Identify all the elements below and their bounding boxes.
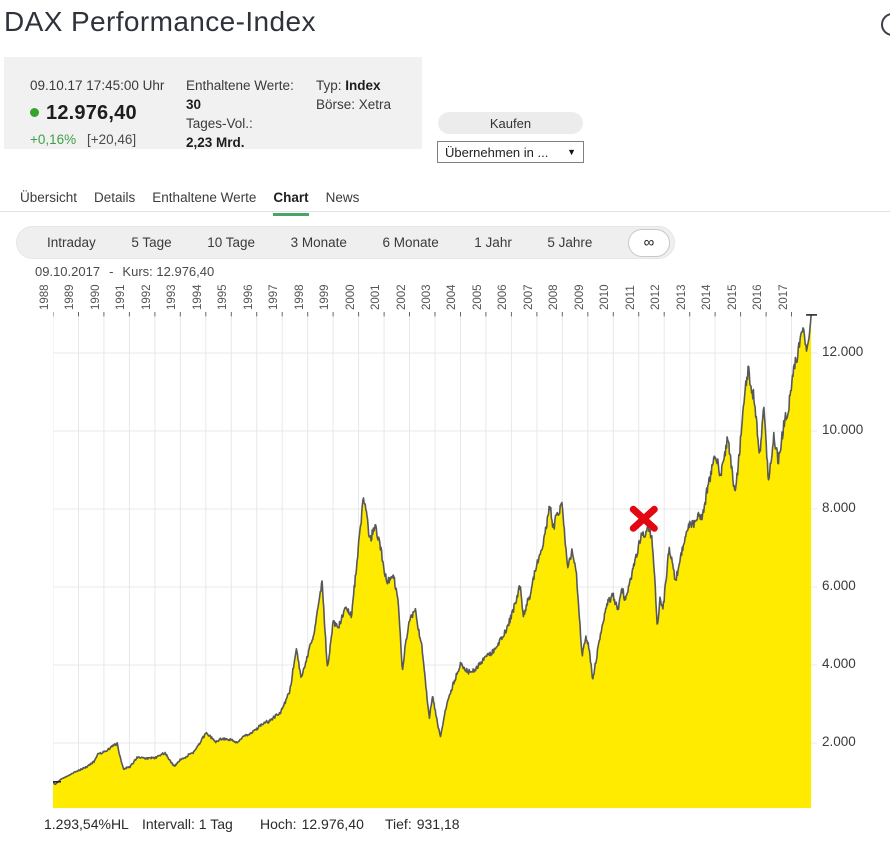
chart-hl-percent: 1.293,54%HL bbox=[44, 816, 129, 832]
high-label: Hoch: bbox=[260, 816, 297, 832]
kurs-value: 12.976,40 bbox=[156, 264, 215, 279]
quote-meta-column: Typ: Index Börse: Xetra bbox=[316, 77, 391, 115]
trend-dot-icon bbox=[30, 108, 39, 118]
range-3-monate[interactable]: 3 Monate bbox=[290, 235, 347, 250]
chart-date: 09.10.2017 bbox=[35, 264, 101, 279]
x-axis-label: 1993 bbox=[166, 284, 178, 310]
red-x-marker bbox=[629, 505, 658, 532]
x-axis-label: 2016 bbox=[752, 284, 764, 310]
x-axis-label: 2013 bbox=[676, 284, 688, 310]
x-axis-label: 1996 bbox=[243, 284, 255, 310]
x-axis-label: 1992 bbox=[141, 284, 153, 310]
y-axis-label: 2.000 bbox=[822, 734, 856, 749]
x-axis-label: 1999 bbox=[319, 284, 331, 310]
transfer-dropdown-label: Übernehmen in ... bbox=[445, 144, 549, 160]
x-axis-label: 1997 bbox=[268, 284, 280, 310]
x-axis-label: 1990 bbox=[90, 284, 102, 310]
tab-news[interactable]: News bbox=[325, 190, 360, 205]
x-axis-label: 2002 bbox=[396, 284, 408, 310]
x-axis-label: 2014 bbox=[701, 284, 713, 310]
tabs-divider bbox=[0, 211, 890, 212]
included-values: 30 bbox=[186, 96, 202, 112]
quote-timestamp: 09.10.17 17:45:00 Uhr bbox=[30, 78, 165, 93]
change-absolute: [+20,46] bbox=[86, 131, 137, 147]
price-line bbox=[53, 314, 812, 786]
transfer-dropdown[interactable]: Übernehmen in ... ▼ bbox=[437, 141, 584, 163]
x-axis-label: 2012 bbox=[650, 284, 662, 310]
quote-main-column: 09.10.17 17:45:00 Uhr 12.976,40 +0,16% [… bbox=[30, 77, 164, 150]
tab-bersicht[interactable]: Übersicht bbox=[20, 190, 78, 205]
chart-low: Tief: 931,18 bbox=[385, 816, 460, 832]
buy-button[interactable]: Kaufen bbox=[438, 112, 583, 134]
tab-enthaltene-werte[interactable]: Enthaltene Werte bbox=[152, 190, 257, 205]
high-value: 12.976,40 bbox=[301, 816, 364, 832]
x-axis-label: 2015 bbox=[727, 284, 739, 310]
range-1-jahr[interactable]: 1 Jahr bbox=[474, 235, 512, 250]
volume-label: Tages-Vol.: bbox=[186, 115, 253, 131]
quote-box: 09.10.17 17:45:00 Uhr 12.976,40 +0,16% [… bbox=[4, 57, 422, 150]
x-axis-label: 2005 bbox=[472, 284, 484, 310]
range-10-tage[interactable]: 10 Tage bbox=[207, 235, 256, 250]
chart-interval: Intervall: 1 Tag bbox=[142, 816, 233, 832]
x-axis-label: 1998 bbox=[294, 284, 306, 310]
price-chart[interactable] bbox=[53, 312, 817, 808]
chevron-down-icon: ▼ bbox=[567, 147, 576, 157]
exchange-value: Xetra bbox=[358, 96, 392, 112]
change-percent: +0,16% bbox=[30, 131, 77, 147]
type-value: Index bbox=[345, 78, 381, 93]
low-label: Tief: bbox=[385, 816, 412, 832]
x-axis-label: 2011 bbox=[625, 285, 637, 310]
search-icon[interactable] bbox=[881, 13, 890, 36]
low-value: 931,18 bbox=[416, 816, 460, 832]
range-5-tage[interactable]: 5 Tage bbox=[131, 235, 172, 250]
chart-high: Hoch: 12.976,40 bbox=[260, 816, 364, 832]
x-axis-label: 2000 bbox=[345, 284, 357, 310]
included-values-label: Enthaltene Werte: bbox=[186, 78, 294, 93]
exchange-label: Börse: bbox=[316, 96, 356, 112]
x-axis-label: 1988 bbox=[39, 284, 51, 310]
kurs-label: Kurs: bbox=[122, 264, 153, 279]
range-6-monate[interactable]: 6 Monate bbox=[382, 235, 439, 250]
x-axis-label: 2006 bbox=[497, 284, 509, 310]
y-axis-label: 8.000 bbox=[822, 500, 856, 515]
type-label: Typ: bbox=[316, 78, 342, 93]
y-axis-label: 6.000 bbox=[822, 578, 856, 593]
x-axis-label: 2004 bbox=[446, 284, 458, 310]
x-axis-label: 2003 bbox=[421, 284, 433, 310]
y-axis-label: 10.000 bbox=[822, 422, 864, 437]
range-intraday[interactable]: Intraday bbox=[47, 235, 96, 250]
x-axis-label: 1991 bbox=[115, 284, 127, 310]
volume-value: 2,23 Mrd. bbox=[186, 134, 245, 150]
x-axis-label: 1994 bbox=[192, 284, 204, 310]
chart-date-separator: - bbox=[109, 264, 114, 279]
tabs: Übersicht Details Enthaltene Werte Chart New… bbox=[20, 190, 359, 216]
x-axis-label: 2001 bbox=[370, 284, 382, 310]
x-axis-label: 2010 bbox=[599, 284, 611, 310]
range-5-jahre[interactable]: 5 Jahre bbox=[547, 235, 593, 250]
tab-details[interactable]: Details bbox=[94, 190, 136, 205]
x-axis-label: 2017 bbox=[778, 284, 790, 310]
x-axis-label: 2009 bbox=[574, 284, 586, 310]
y-axis-label: 12.000 bbox=[822, 344, 864, 359]
x-axis-label: 1995 bbox=[217, 284, 229, 310]
last-price: 12.976,40 bbox=[46, 101, 137, 124]
range-infinity[interactable]: ∞ bbox=[627, 228, 670, 257]
page-title: DAX Performance-Index bbox=[4, 6, 316, 37]
y-axis-label: 4.000 bbox=[822, 656, 856, 671]
area-fill bbox=[53, 314, 812, 808]
x-axis-label: 1989 bbox=[64, 284, 76, 310]
quote-volume-column: Enthaltene Werte: 30 Tages-Vol.: 2,23 Mr… bbox=[186, 77, 294, 153]
tab-chart[interactable]: Chart bbox=[273, 190, 309, 216]
range-selector: Intraday 5 Tage 10 Tage 3 Monate 6 Monate 1 J… bbox=[16, 226, 675, 259]
chart-date-line: 09.10.2017 - Kurs: 12.976,40 bbox=[35, 264, 214, 279]
x-axis-label: 2008 bbox=[548, 284, 560, 310]
x-axis-label: 2007 bbox=[523, 284, 535, 310]
